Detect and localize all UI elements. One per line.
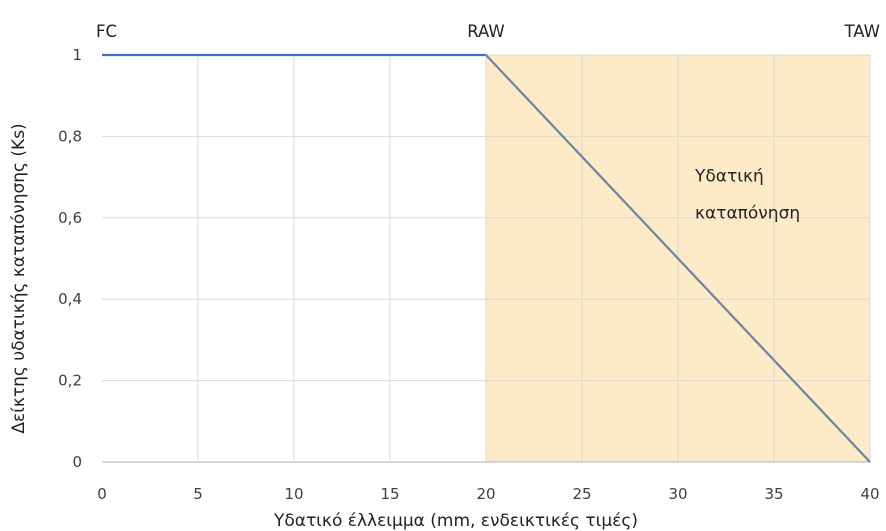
y-tick-label: 0: [72, 453, 82, 471]
top-label-fc: FC: [96, 22, 117, 41]
series-line-2: [485, 54, 871, 463]
x-tick-label: 20: [476, 485, 495, 503]
annotation-line: Υδατική: [694, 167, 764, 187]
top-label-raw: RAW: [467, 22, 505, 41]
y-tick-label: 0,4: [58, 290, 82, 308]
x-axis-title: Υδατικό έλλειμμα (mm, ενδεικτικές τιμές): [273, 511, 638, 531]
y-tick-label: 0,6: [58, 209, 82, 227]
x-tick-label: 25: [572, 485, 591, 503]
top-label-taw: TAW: [844, 22, 881, 41]
y-tick-label: 0,2: [58, 372, 82, 390]
x-tick-label: 30: [668, 485, 687, 503]
y-tick-label: 0,8: [58, 127, 82, 145]
x-tick-label: 5: [193, 485, 203, 503]
annotation-line: καταπόνηση: [695, 204, 800, 224]
x-tick-label: 10: [284, 485, 303, 503]
x-tick-label: 15: [380, 485, 399, 503]
x-tick-label: 0: [97, 485, 107, 503]
y-axis-title: Δείκτης υδατικής καταπόνησης (Ks): [9, 123, 29, 433]
x-tick-label: 40: [860, 485, 879, 503]
x-tick-label: 35: [764, 485, 783, 503]
y-tick-label: 1: [72, 46, 82, 64]
